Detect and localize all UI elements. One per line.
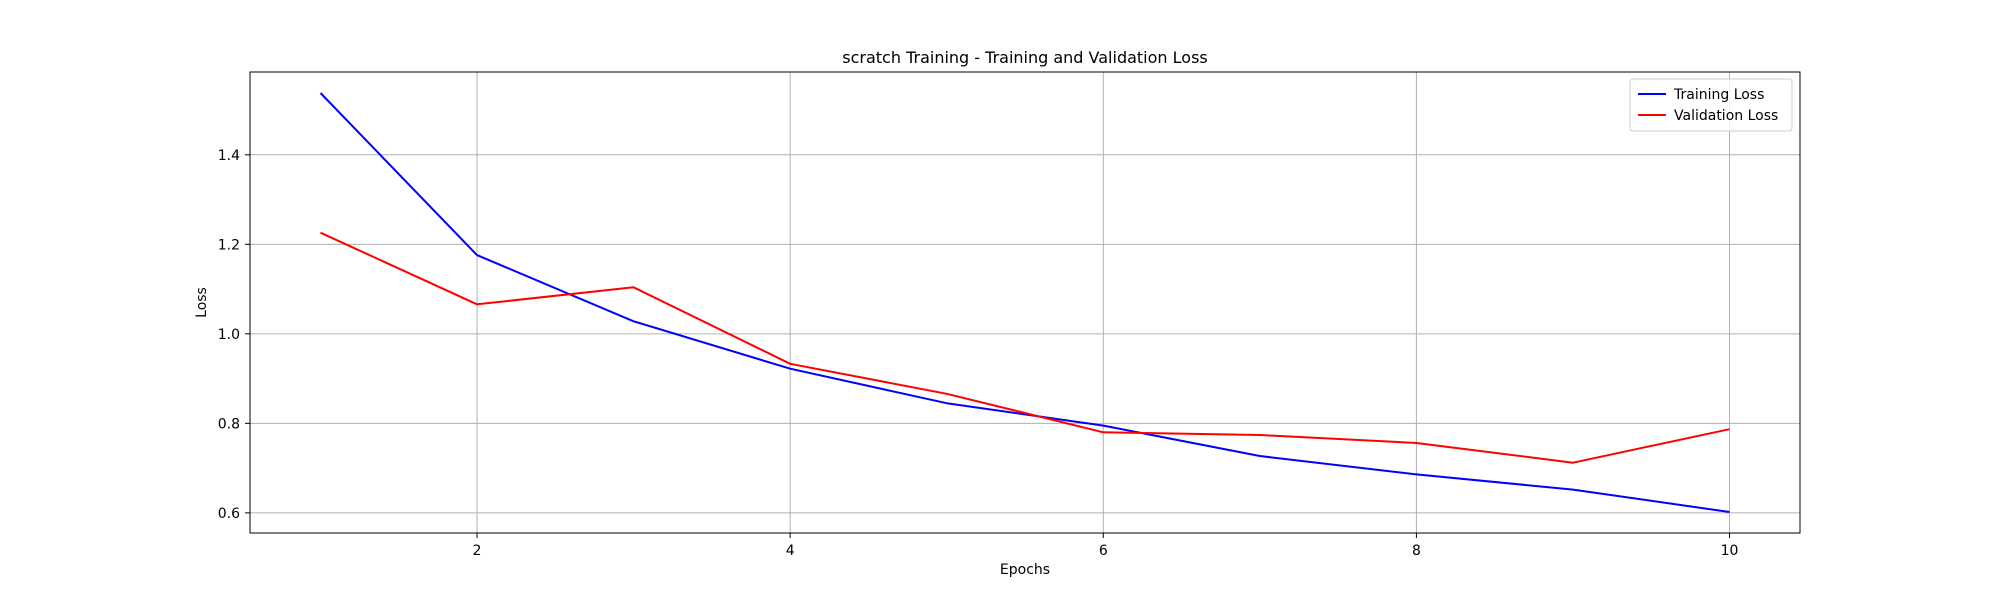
x-tick-label: 8 [1412,543,1421,559]
y-axis-ticks: 0.6 0.8 1.0 1.2 1.4 [218,148,250,522]
y-tick-label: 1.0 [218,327,240,343]
x-tick-label: 10 [1721,543,1739,559]
legend-box [1629,78,1793,132]
x-tick-label: 4 [786,543,795,559]
y-tick-label: 1.4 [218,148,240,164]
legend-label: Training Loss [1673,87,1764,103]
y-axis-label: Loss [194,287,210,318]
y-tick-label: 0.8 [218,416,240,432]
x-tick-label: 2 [473,543,482,559]
plot-frame [249,71,1801,534]
legend-label: Validation Loss [1674,108,1778,124]
series-line-training-loss [319,92,1730,513]
x-axis-ticks: 2 4 6 8 10 [473,533,1739,559]
grid [250,72,1800,533]
x-tick-label: 6 [1099,543,1108,559]
x-axis-label: Epochs [1000,562,1050,578]
series-lines [319,92,1730,513]
chart-title: scratch Training - Training and Validati… [842,48,1207,67]
y-tick-label: 1.2 [218,237,240,253]
legend: Training Loss Validation Loss [1629,78,1793,132]
series-line-validation-loss [320,231,1730,464]
y-tick-label: 0.6 [218,506,240,522]
